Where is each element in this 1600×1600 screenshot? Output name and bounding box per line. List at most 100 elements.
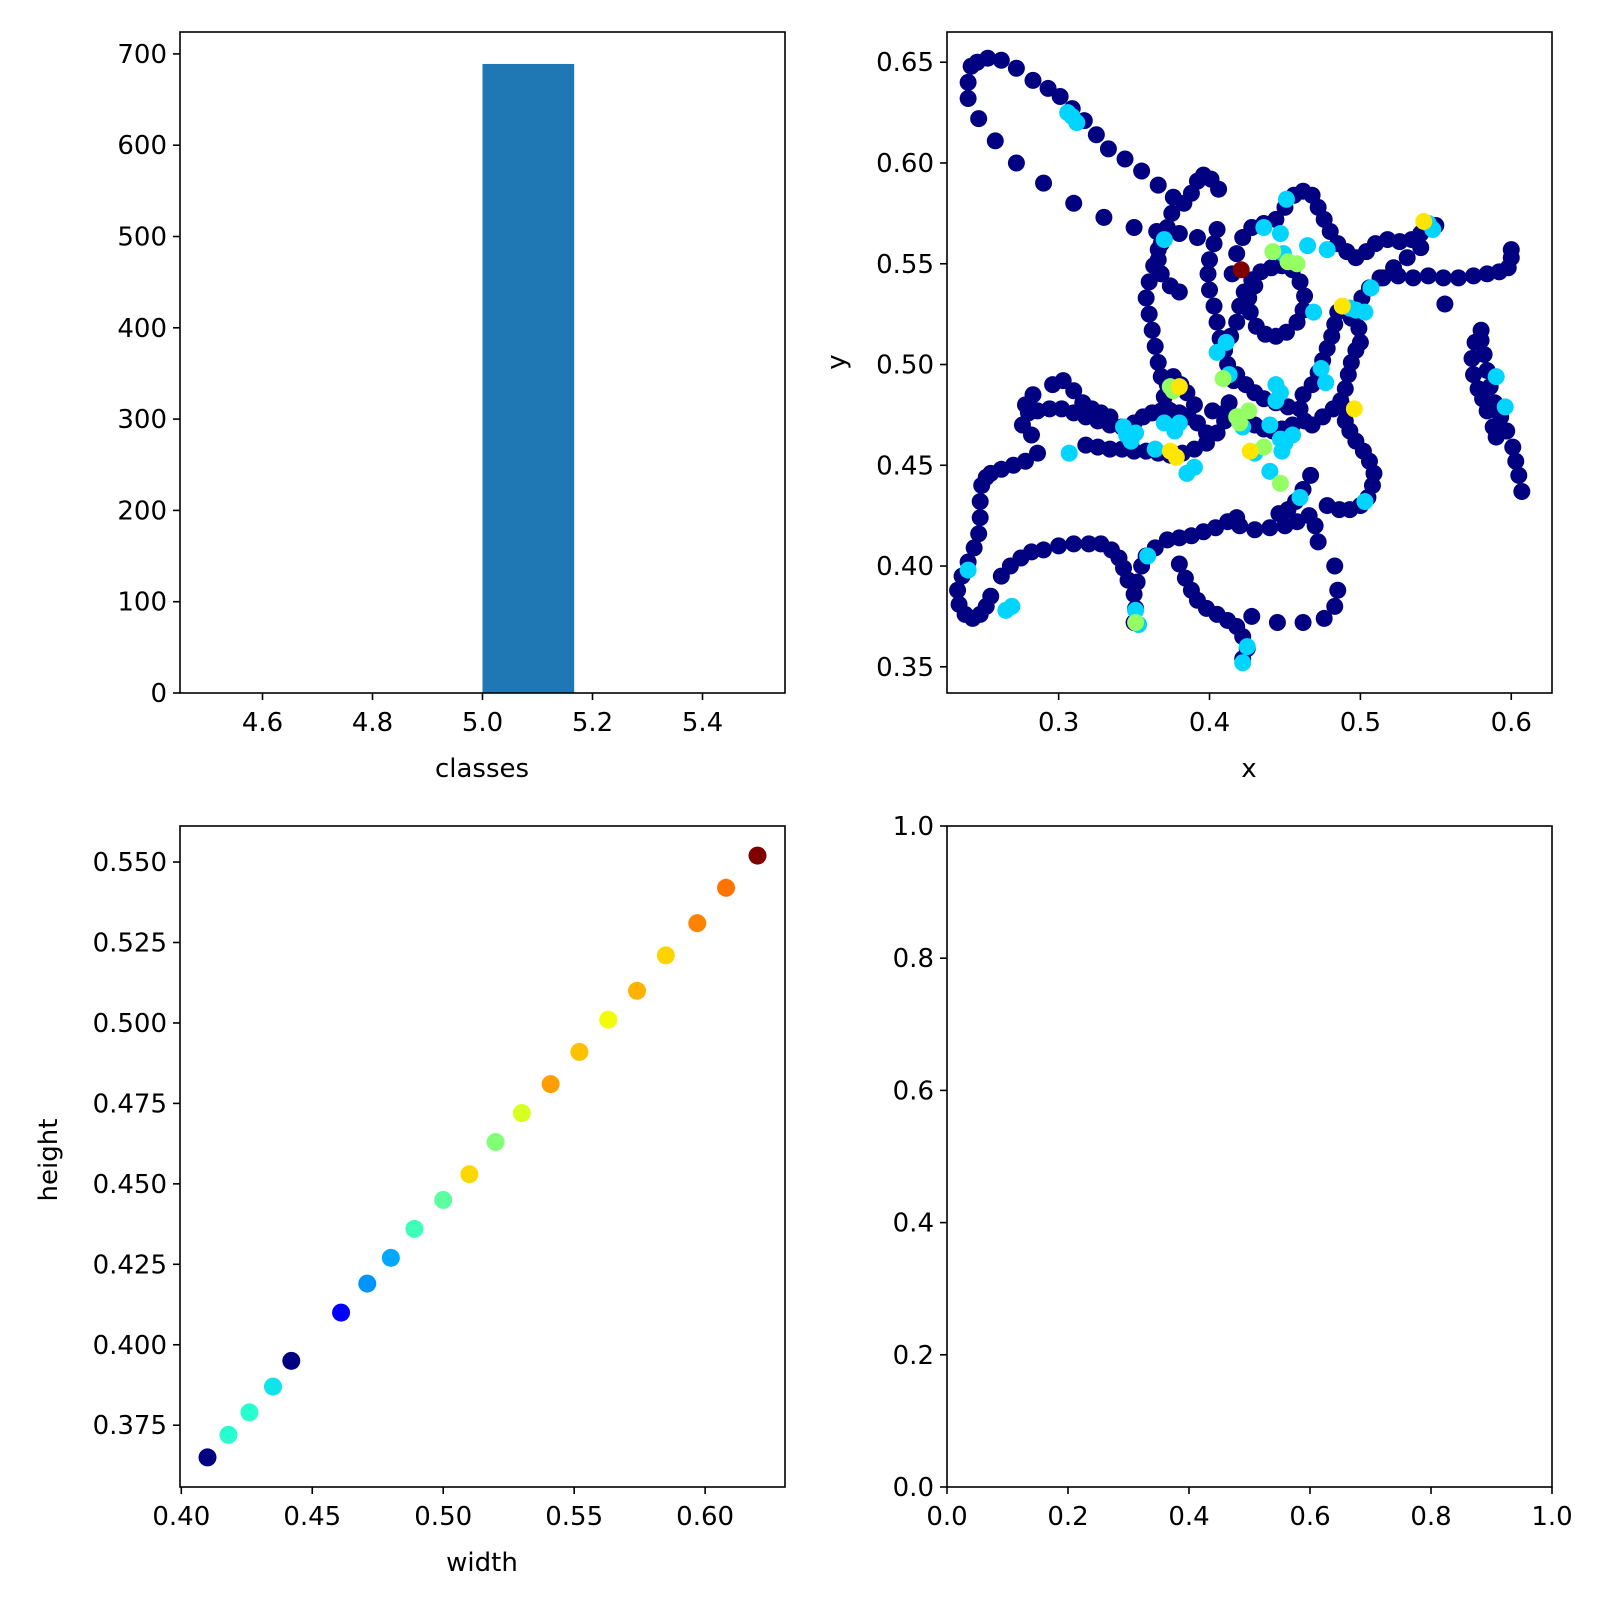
scatter-point <box>240 1403 259 1422</box>
scatter-point <box>1487 428 1505 446</box>
p1-ytick-label: 0.45 <box>876 451 934 481</box>
scatter-point <box>1288 255 1306 273</box>
scatter-point <box>1333 297 1351 315</box>
p1-xlabel: x <box>1241 754 1256 784</box>
scatter-point <box>1068 114 1086 132</box>
p1-ytick-label: 0.35 <box>876 653 934 683</box>
scatter-point <box>1510 466 1528 484</box>
p1-ytick-label: 0.55 <box>876 250 934 280</box>
scatter-point <box>1024 386 1042 404</box>
scatter-point <box>1231 517 1249 535</box>
scatter-point <box>1291 400 1309 418</box>
scatter-point <box>1214 370 1232 388</box>
p2-ytick-label: 0.550 <box>93 848 167 878</box>
scatter-point <box>1051 87 1069 105</box>
scatter-point <box>434 1190 453 1209</box>
scatter-point <box>599 1010 618 1029</box>
p0-yticks: 0 100 200 300 400 500 600 700 <box>117 40 180 709</box>
p1-axes-frame <box>946 31 1553 694</box>
scatter-point <box>1412 239 1430 257</box>
p0-xtick-label: 4.8 <box>352 708 393 738</box>
scatter-point <box>1309 533 1327 551</box>
scatter-point <box>1291 273 1309 291</box>
panel-top-right-scatter: 0.3 0.4 0.5 0.6 0.35 0.40 0.45 0.50 0.55 0.60 0.6… <box>822 31 1553 784</box>
p1-marks <box>949 49 1531 672</box>
scatter-point <box>1261 519 1279 537</box>
scatter-point <box>1060 444 1078 462</box>
p0-xtick-label: 5.0 <box>462 708 503 738</box>
scatter-point <box>570 1042 589 1061</box>
scatter-point <box>965 539 983 557</box>
scatter-point <box>1496 398 1514 416</box>
p1-yticks: 0.35 0.40 0.45 0.50 0.55 0.60 0.65 <box>876 48 947 683</box>
p0-xtick-label: 5.2 <box>572 708 613 738</box>
p0-ytick-label: 700 <box>117 40 167 70</box>
scatter-point <box>1246 277 1264 295</box>
scatter-point <box>405 1219 424 1238</box>
scatter-point <box>1449 269 1467 287</box>
scatter-point <box>717 878 736 897</box>
scatter-point <box>1241 442 1259 460</box>
scatter-point <box>1170 378 1188 396</box>
scatter-point <box>1155 231 1173 249</box>
p1-ytick-label: 0.50 <box>876 351 934 381</box>
scatter-point <box>1204 402 1222 420</box>
p2-xtick-label: 0.40 <box>152 1502 210 1532</box>
p2-ytick-label: 0.500 <box>93 1009 167 1039</box>
scatter-point <box>1374 269 1392 287</box>
scatter-point <box>656 946 675 965</box>
p2-ytick-label: 0.375 <box>93 1411 167 1441</box>
scatter-point <box>1419 267 1437 285</box>
scatter-point <box>1255 218 1273 236</box>
scatter-point <box>1035 541 1053 559</box>
scatter-point <box>1267 392 1285 410</box>
p3-xtick-label: 0.2 <box>1047 1502 1088 1532</box>
scatter-point <box>1434 269 1452 287</box>
scatter-point <box>1029 444 1047 462</box>
p0-xticks: 4.6 4.8 5.0 5.2 5.4 <box>242 693 723 738</box>
scatter-point <box>1053 400 1071 418</box>
p3-xtick-label: 0.0 <box>926 1502 967 1532</box>
p2-ylabel: height <box>34 1119 64 1202</box>
p2-xtick-label: 0.55 <box>545 1502 603 1532</box>
scatter-point <box>1351 333 1369 351</box>
p1-xtick-label: 0.5 <box>1340 708 1381 738</box>
scatter-point <box>1513 482 1531 500</box>
scatter-point <box>1099 140 1117 158</box>
p1-ylabel: y <box>822 354 852 369</box>
scatter-point <box>1302 466 1320 484</box>
scatter-point <box>688 914 707 933</box>
scatter-point <box>1185 396 1203 414</box>
scatter-point <box>1137 289 1155 307</box>
scatter-point <box>1080 535 1098 553</box>
scatter-point <box>1228 408 1246 426</box>
scatter-point <box>486 1133 505 1152</box>
scatter-point <box>198 1448 217 1467</box>
scatter-point <box>1234 654 1252 672</box>
scatter-point <box>992 51 1010 69</box>
scatter-point <box>1035 174 1053 192</box>
p1-xticks: 0.3 0.4 0.5 0.6 <box>1038 693 1532 738</box>
scatter-point <box>1149 354 1167 371</box>
scatter-point <box>1404 269 1422 287</box>
scatter-point <box>282 1351 301 1370</box>
scatter-point <box>1362 279 1380 297</box>
p0-ytick-label: 500 <box>117 223 167 253</box>
p3-axes-frame <box>946 825 1553 1488</box>
scatter-point <box>1065 535 1083 553</box>
scatter-point <box>1288 313 1306 331</box>
scatter-point <box>1296 287 1314 305</box>
scatter-point <box>971 509 989 527</box>
scatter-point <box>1087 126 1105 144</box>
p3-ytick-label: 0.0 <box>893 1473 934 1503</box>
p3-ytick-label: 0.2 <box>893 1341 934 1371</box>
scatter-point <box>1465 366 1483 384</box>
scatter-point <box>263 1377 282 1396</box>
scatter-point <box>1336 412 1354 430</box>
p2-ytick-label: 0.450 <box>93 1170 167 1200</box>
scatter-point <box>1312 360 1330 378</box>
scatter-point <box>1305 303 1323 321</box>
p1-ytick-label: 0.65 <box>876 48 934 78</box>
